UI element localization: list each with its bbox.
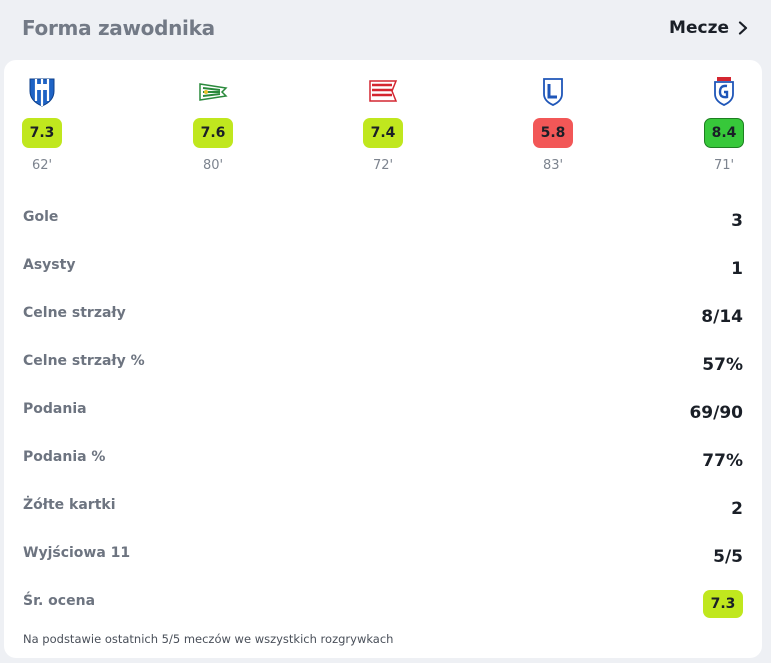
stat-value: 3 [731,211,743,231]
player-form-card: 7.3 62' 7.6 80' 7.4 72' [4,60,762,658]
stat-row-yellow-cards: Żółte kartki 2 [23,484,743,532]
cracovia-crest-icon [366,74,400,108]
minutes-played: 72' [372,158,394,173]
stat-value: 69/90 [689,403,743,423]
stat-value: 2 [731,499,743,519]
stat-label: Gole [23,209,59,225]
match-item[interactable]: 7.6 80' [183,74,243,173]
match-item[interactable]: 8.4 71' [694,74,754,173]
stat-row-goals: Gole 3 [23,196,743,244]
minutes-played: 62' [31,158,53,173]
stats-table: Gole 3 Asysty 1 Celne strzały 8/14 Celne… [23,196,743,628]
recent-matches: 7.3 62' 7.6 80' 7.4 72' [4,60,762,180]
stat-row-average-rating: Śr. ocena 7.3 [23,580,743,628]
average-rating-badge: 7.3 [703,590,743,618]
lech-poznan-crest-icon [536,74,570,108]
minutes-played: 83' [542,158,564,173]
stat-label: Podania % [23,449,106,465]
stat-row-starting-eleven: Wyjściowa 11 5/5 [23,532,743,580]
stat-value: 77% [702,451,743,471]
match-item[interactable]: 7.4 72' [353,74,413,173]
wisla-plock-crest-icon [25,74,59,108]
stat-label: Celne strzały % [23,353,145,369]
stat-value: 8/14 [701,307,743,327]
stat-label: Asysty [23,257,76,273]
stat-label: Celne strzały [23,305,126,321]
stat-label: Śr. ocena [23,593,96,609]
match-rating-badge: 7.4 [363,118,403,148]
match-rating-badge: 7.3 [22,118,62,148]
stat-row-passes: Podania 69/90 [23,388,743,436]
section-title: Forma zawodnika [22,16,215,40]
gornik-zabrze-crest-icon [707,74,741,108]
matches-link[interactable]: Mecze [669,18,749,38]
minutes-played: 80' [202,158,224,173]
match-item[interactable]: 5.8 83' [523,74,583,173]
stat-value: 57% [702,355,743,375]
match-rating-badge: 8.4 [704,118,744,148]
stat-label: Wyjściowa 11 [23,545,131,561]
stat-value: 5/5 [713,547,743,567]
minutes-played: 71' [713,158,735,173]
chevron-right-icon [738,21,748,35]
stat-row-shots-on-target-pct: Celne strzały % 57% [23,340,743,388]
stat-label: Żółte kartki [23,497,116,513]
lechia-gdansk-crest-icon [196,74,230,108]
matches-link-label: Mecze [669,18,729,38]
stat-row-shots-on-target: Celne strzały 8/14 [23,292,743,340]
stat-value: 1 [731,259,743,279]
footnote: Na podstawie ostatnich 5/5 meczów we wsz… [23,632,394,646]
match-rating-badge: 7.6 [193,118,233,148]
stat-row-passes-pct: Podania % 77% [23,436,743,484]
stat-row-assists: Asysty 1 [23,244,743,292]
match-item[interactable]: 7.3 62' [12,74,72,173]
match-rating-badge: 5.8 [533,118,573,148]
stat-label: Podania [23,401,87,417]
header: Forma zawodnika Mecze [0,0,771,56]
